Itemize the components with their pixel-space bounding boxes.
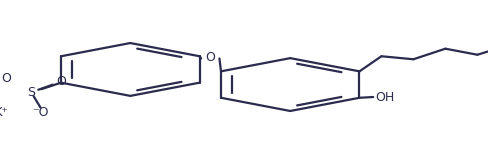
Text: O: O (205, 51, 215, 64)
Text: ⁻O: ⁻O (32, 106, 49, 119)
Text: OH: OH (375, 90, 394, 104)
Text: K⁺: K⁺ (0, 106, 9, 119)
Text: O: O (1, 72, 11, 85)
Text: O: O (56, 75, 66, 88)
Text: S: S (27, 86, 35, 99)
